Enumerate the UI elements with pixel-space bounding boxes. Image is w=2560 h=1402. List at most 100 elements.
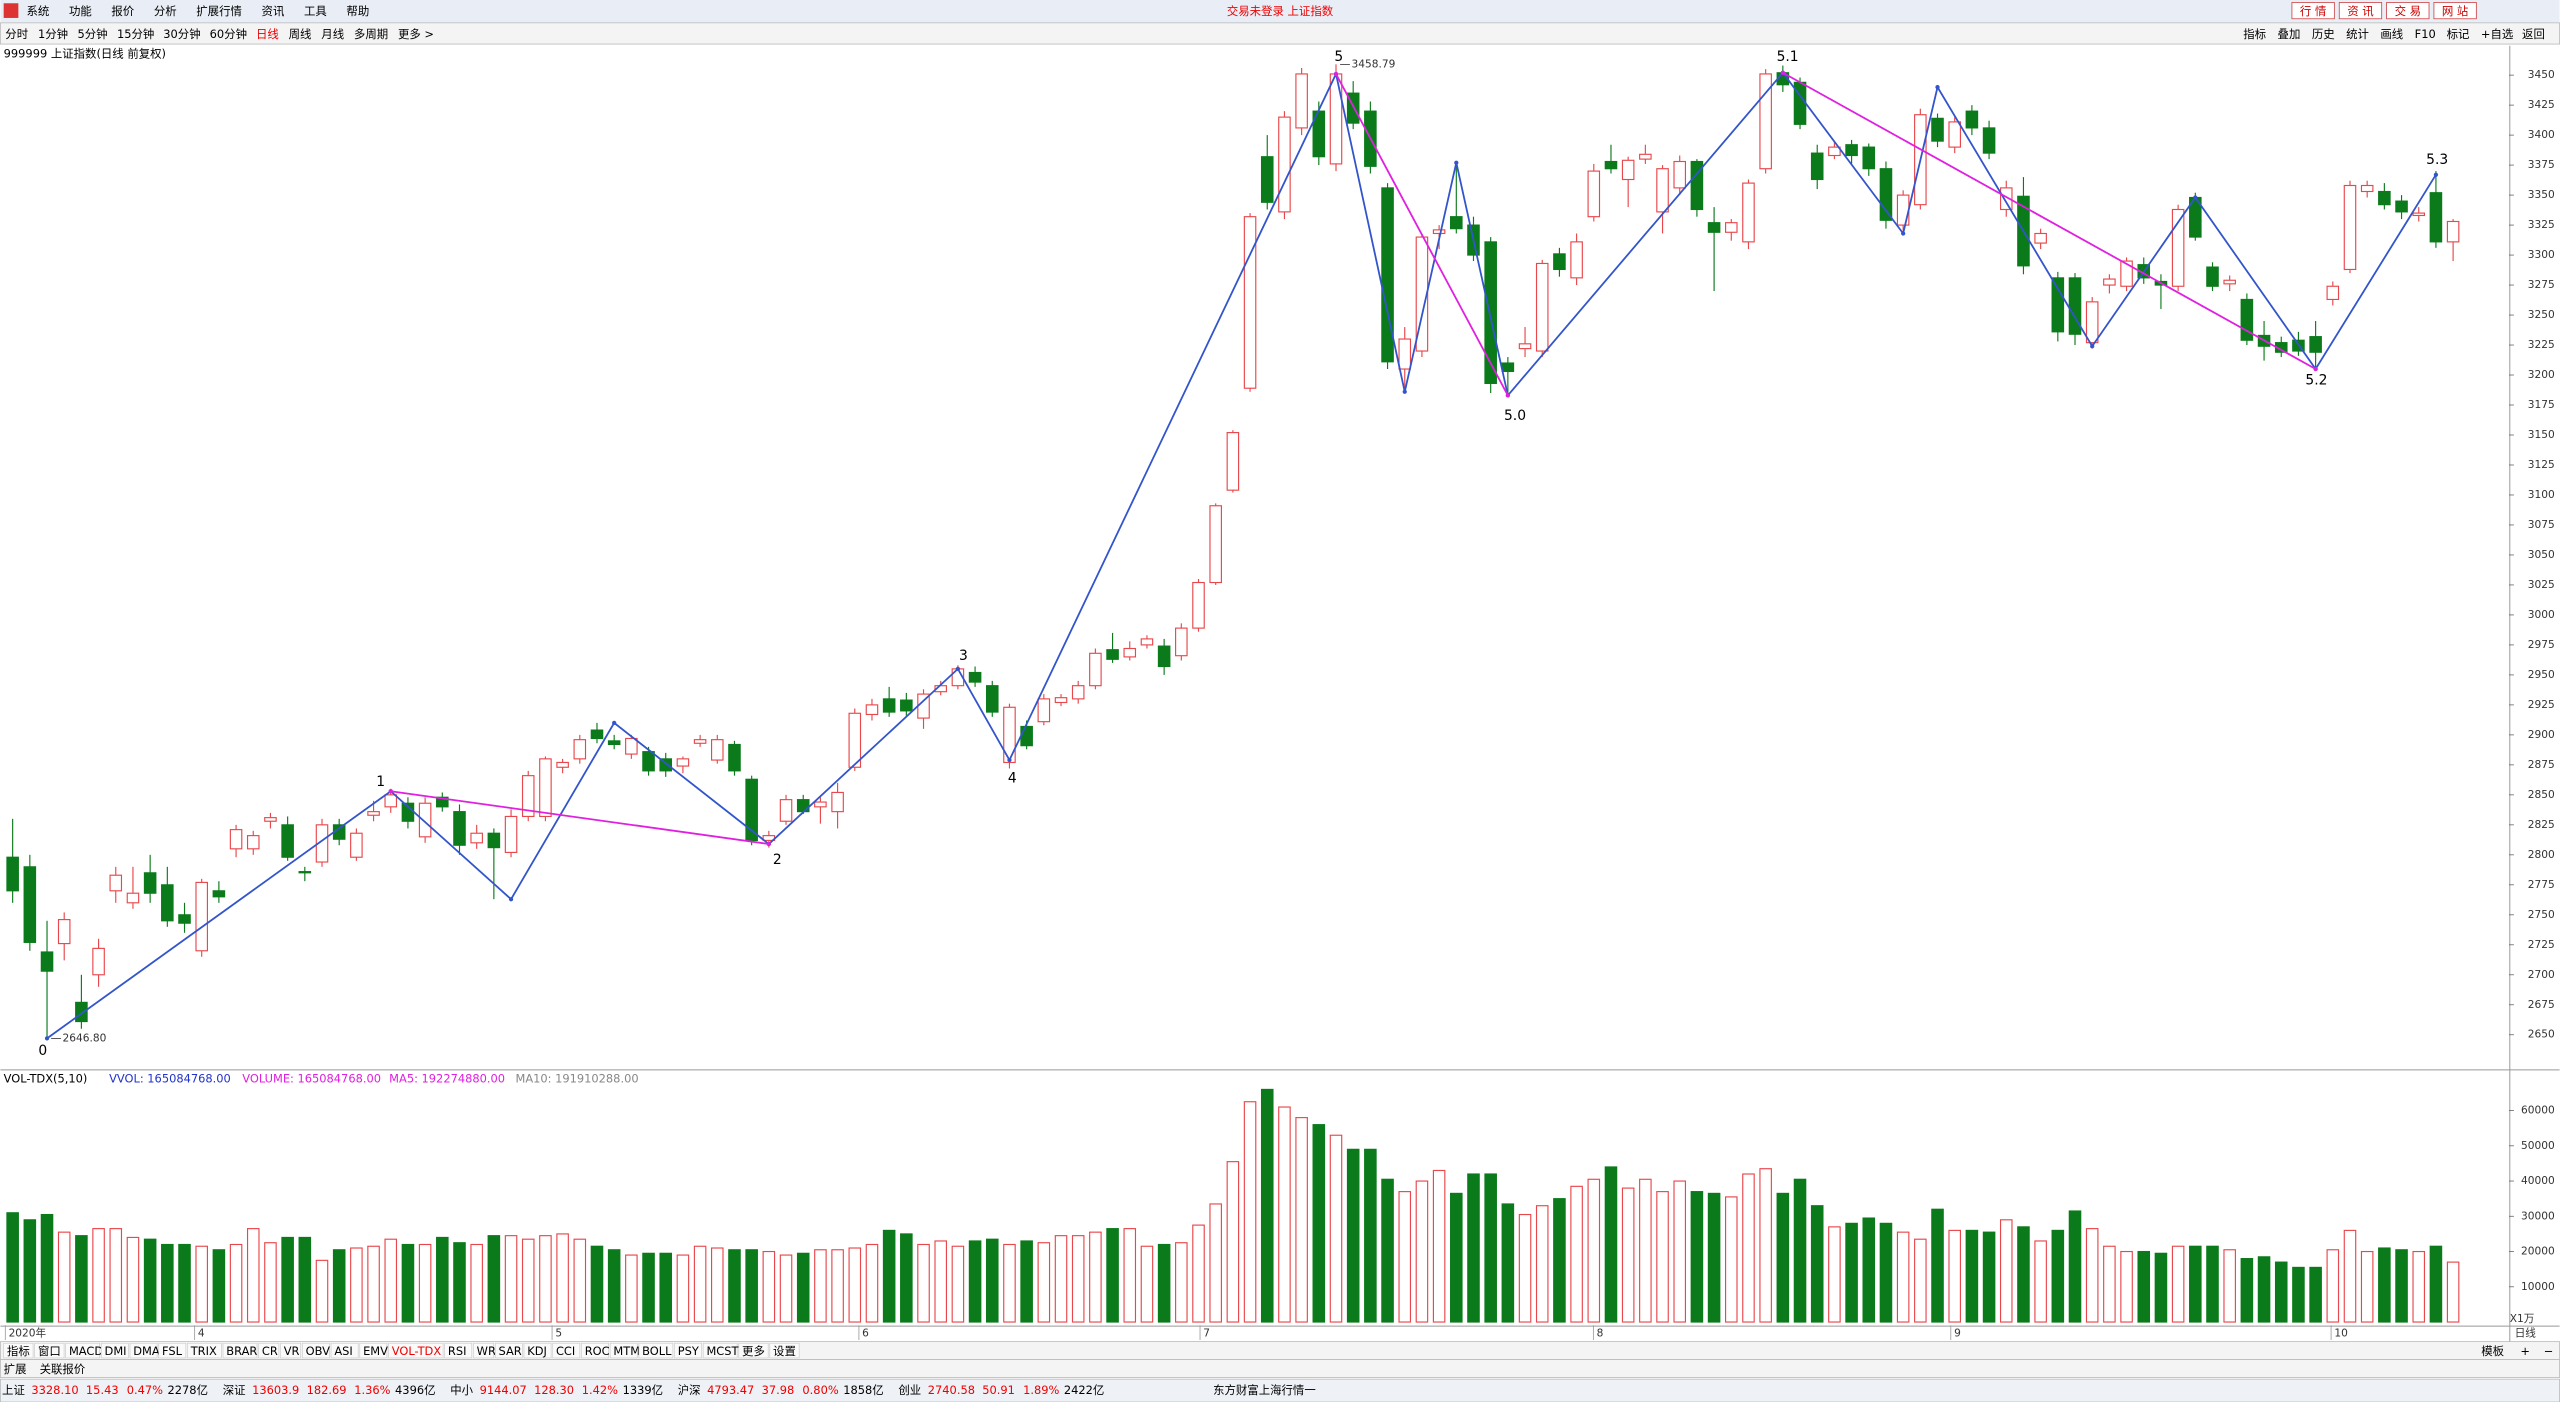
top-button[interactable] (2291, 2, 2335, 20)
top-button[interactable] (2433, 2, 2477, 20)
indicator-tab[interactable]: WR (477, 1344, 496, 1358)
tool-button[interactable]: 历史 (2312, 27, 2335, 41)
indicator-tab[interactable]: VOL-TDX (392, 1344, 442, 1358)
top-button-label[interactable]: 网 站 (2442, 4, 2468, 18)
indicator-tab[interactable]: SAR (499, 1344, 522, 1358)
indicator-tab-frame[interactable] (444, 1342, 473, 1359)
wave-vertex (1454, 160, 1459, 165)
indicator-tab[interactable]: VR (284, 1344, 300, 1358)
tool-button[interactable]: F10 (2415, 27, 2436, 41)
top-button-label[interactable]: 行 情 (2300, 4, 2326, 18)
period-tab[interactable]: 5分钟 (77, 27, 107, 41)
indicator-tab-frame[interactable] (258, 1342, 280, 1359)
indicator-tab-frame[interactable] (702, 1342, 738, 1359)
indicator-tab-frame[interactable] (388, 1342, 444, 1359)
status-item: 2422亿 (1064, 1383, 1104, 1397)
volume-bar (504, 1235, 518, 1323)
indicator-tab[interactable]: KDJ (527, 1344, 547, 1358)
indicator-tab-frame[interactable] (638, 1342, 674, 1359)
extra-tab[interactable]: 关联报价 (40, 1362, 86, 1376)
indicator-tab[interactable]: ROC (585, 1344, 610, 1358)
indicator-tab-frame[interactable] (158, 1342, 187, 1359)
indicator-tab[interactable]: EMV (363, 1344, 388, 1358)
template-button[interactable]: 模板 (2481, 1344, 2504, 1358)
indicator-tab[interactable]: MCST (706, 1344, 738, 1358)
candle-body (350, 832, 363, 858)
volume-bar (1810, 1205, 1824, 1323)
period-tab[interactable]: 日线 (256, 27, 279, 41)
indicator-tab-frame[interactable] (359, 1342, 388, 1359)
indicator-tab[interactable]: FSL (162, 1344, 183, 1358)
indicator-tab[interactable]: 设置 (773, 1344, 796, 1358)
indicator-tab[interactable]: BOLL (642, 1344, 672, 1358)
indicator-tab-frame[interactable] (65, 1342, 100, 1359)
top-button[interactable] (2338, 2, 2383, 20)
top-button-label[interactable]: 交 易 (2395, 4, 2421, 18)
indicator-tab[interactable]: 窗口 (38, 1344, 61, 1358)
indicator-tab[interactable]: RSI (448, 1344, 467, 1358)
indicator-tab[interactable]: DMI (105, 1344, 127, 1358)
indicator-tab[interactable]: BRAR (226, 1344, 257, 1358)
indicator-tab-frame[interactable] (222, 1342, 258, 1359)
indicator-tab[interactable]: DMA (133, 1344, 160, 1358)
indicator-tab-frame[interactable] (674, 1342, 702, 1359)
indicator-tab-frame[interactable] (769, 1342, 800, 1359)
template-button[interactable]: − (2544, 1344, 2554, 1358)
top-button-label[interactable]: 资 讯 (2347, 4, 2374, 18)
menu-item[interactable]: 功能 (69, 4, 92, 18)
period-tab[interactable]: 分时 (5, 27, 28, 41)
indicator-tab-frame[interactable] (552, 1342, 581, 1359)
menu-item[interactable]: 工具 (304, 4, 327, 18)
period-tab[interactable]: 多周期 (354, 27, 388, 41)
indicator-tab-frame[interactable] (34, 1342, 65, 1359)
tool-button[interactable]: 指标 (2243, 27, 2266, 41)
indicator-tab[interactable]: CR (262, 1344, 278, 1358)
indicator-tab[interactable]: MACD (69, 1344, 103, 1358)
tool-button[interactable]: 画线 (2380, 27, 2403, 41)
indicator-tab[interactable]: PSY (678, 1344, 699, 1358)
period-tab[interactable]: 更多 > (398, 27, 434, 41)
indicator-tab-frame[interactable] (494, 1342, 523, 1359)
indicator-tab-frame[interactable] (738, 1342, 769, 1359)
extra-tab[interactable]: 扩展 (4, 1362, 27, 1376)
period-tab[interactable]: 1分钟 (38, 27, 68, 41)
period-tab[interactable]: 月线 (321, 27, 344, 41)
indicator-tab-frame[interactable] (129, 1342, 158, 1359)
template-button[interactable]: + (2520, 1344, 2530, 1358)
indicator-tab[interactable]: OBV (306, 1344, 330, 1358)
top-button[interactable] (2386, 2, 2430, 20)
tool-button[interactable]: 标记 (2447, 27, 2470, 41)
menu-item[interactable]: 扩展行情 (196, 4, 242, 18)
tool-button[interactable]: 返回 (2522, 27, 2545, 41)
menu-item[interactable]: 分析 (154, 4, 177, 18)
volume-bar (212, 1249, 226, 1323)
indicator-tab-frame[interactable] (302, 1342, 330, 1359)
indicator-tab-frame[interactable] (581, 1342, 609, 1359)
indicator-tab[interactable]: ASI (334, 1344, 352, 1358)
tool-button[interactable]: 叠加 (2278, 27, 2301, 41)
volume-bar (1759, 1168, 1772, 1323)
indicator-tab-frame[interactable] (609, 1342, 638, 1359)
indicator-tab-frame[interactable] (523, 1342, 552, 1359)
menu-item[interactable]: 系统 (27, 4, 50, 18)
indicator-tab[interactable]: TRIX (190, 1344, 217, 1358)
menu-item[interactable]: 报价 (111, 4, 134, 18)
period-tab[interactable]: 30分钟 (163, 27, 200, 41)
tool-button[interactable]: +自选 (2481, 27, 2514, 41)
tool-button[interactable]: 统计 (2346, 27, 2369, 41)
indicator-tab-frame[interactable] (100, 1342, 129, 1359)
indicator-tab-frame[interactable] (330, 1342, 359, 1359)
period-tab[interactable]: 周线 (289, 27, 312, 41)
period-tab[interactable]: 60分钟 (210, 27, 247, 41)
indicator-tab[interactable]: 更多 (742, 1344, 765, 1358)
indicator-tab-frame[interactable] (473, 1342, 494, 1359)
indicator-tab-frame[interactable] (280, 1342, 302, 1359)
indicator-tab[interactable]: CCI (556, 1344, 575, 1358)
indicator-tab-frame[interactable] (187, 1342, 222, 1359)
indicator-tab-frame[interactable] (3, 1342, 34, 1359)
period-tab[interactable]: 15分钟 (117, 27, 154, 41)
menu-item[interactable]: 帮助 (346, 4, 369, 18)
menu-item[interactable]: 资讯 (262, 4, 285, 18)
indicator-tab[interactable]: 指标 (7, 1344, 30, 1358)
indicator-tab[interactable]: MTM (613, 1344, 640, 1358)
